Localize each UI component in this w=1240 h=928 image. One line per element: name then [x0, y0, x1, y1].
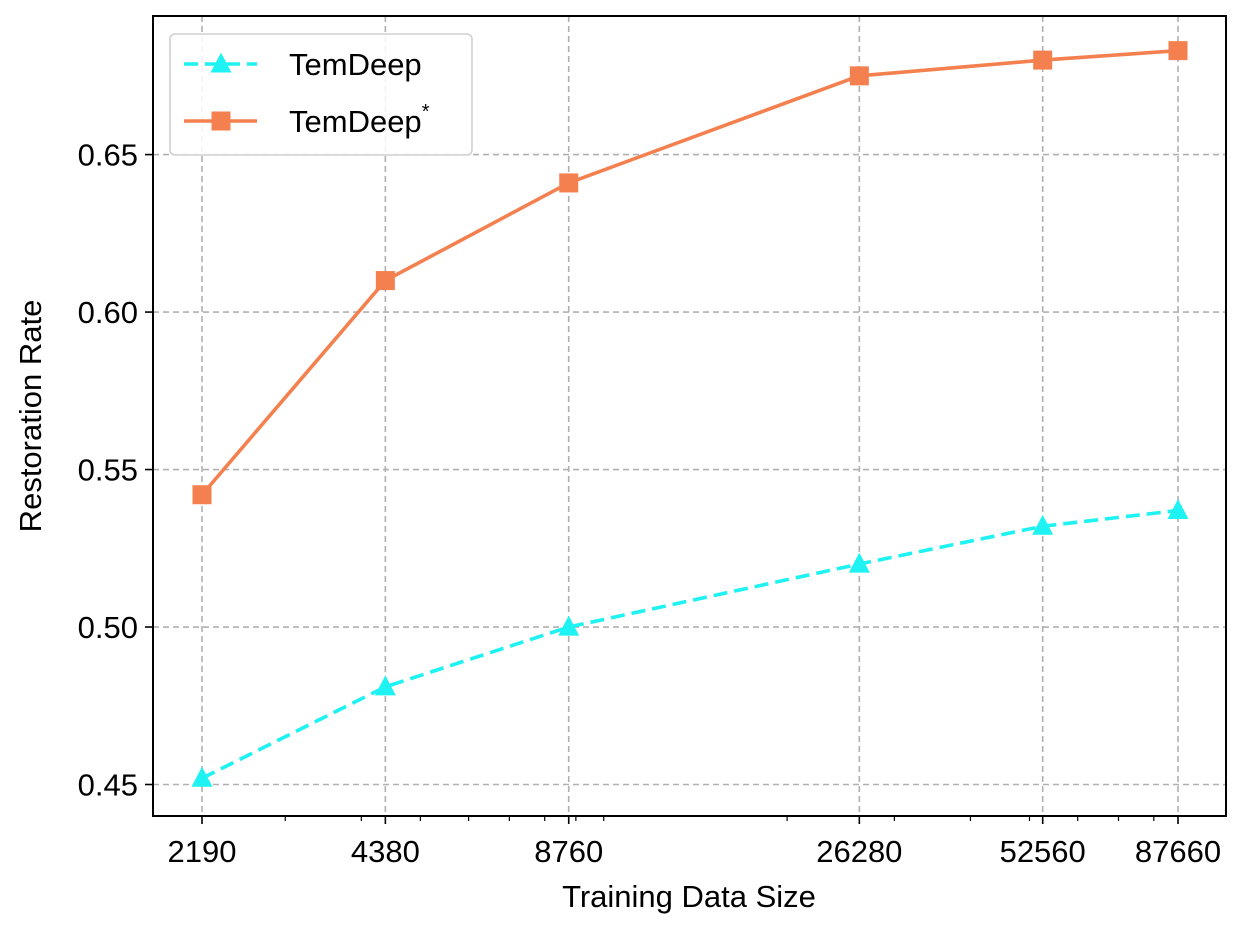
- y-axis-label: Restoration Rate: [13, 300, 48, 533]
- data-point: [374, 675, 396, 696]
- data-point: [375, 271, 395, 291]
- plot-frame: [152, 15, 1227, 817]
- series-line: [201, 508, 1179, 780]
- series-line: [200, 48, 1179, 496]
- legend-box: [169, 33, 473, 156]
- y-tick-label: 0.55: [78, 453, 138, 488]
- data-point: [192, 485, 212, 505]
- legend-superscript: *: [422, 101, 430, 123]
- y-tick-label: 0.65: [78, 138, 138, 173]
- legend-entry-label: TemDeep: [289, 47, 422, 82]
- data-point: [1032, 514, 1054, 535]
- x-tick-label: 87660: [1135, 834, 1221, 869]
- x-axis-label: Training Data Size: [562, 879, 816, 914]
- y-tick-label: 0.45: [78, 768, 138, 803]
- data-point: [848, 552, 870, 573]
- data-point: [1167, 499, 1189, 520]
- x-tick-label: 52560: [1000, 834, 1086, 869]
- data-point: [849, 66, 869, 86]
- legend-marker: [210, 52, 232, 73]
- data-point: [1168, 41, 1188, 61]
- data-point: [191, 766, 213, 787]
- series-group: [191, 41, 1189, 787]
- legend-entry-label: TemDeep*: [289, 101, 430, 139]
- legend-marker: [211, 111, 231, 131]
- y-tick-label: 0.50: [78, 610, 138, 645]
- x-tick-label: 26280: [816, 834, 902, 869]
- data-point: [558, 615, 580, 636]
- x-tick-label: 4380: [351, 834, 420, 869]
- data-point: [559, 173, 579, 193]
- legend: TemDeep TemDeep*: [169, 33, 473, 156]
- y-tick-label: 0.60: [78, 295, 138, 330]
- x-tick-label: 2190: [168, 834, 237, 869]
- axis-ticks: 2190 4380 8760 26280 52560 87660 0.45 0.50 0.55 0…: [78, 138, 1221, 869]
- data-point: [1033, 50, 1053, 70]
- x-tick-label: 8760: [534, 834, 603, 869]
